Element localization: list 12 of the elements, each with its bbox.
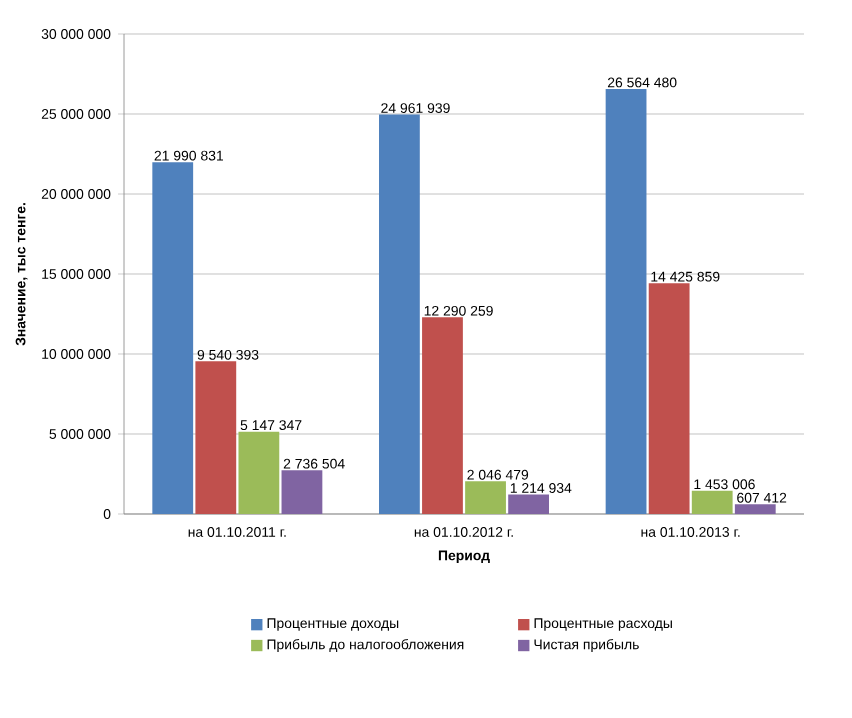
- bar: [734, 504, 776, 514]
- bar: [465, 481, 506, 514]
- bar: [648, 283, 690, 514]
- bar: [379, 114, 420, 514]
- bar: [281, 470, 323, 514]
- bar: [508, 494, 549, 514]
- bar: [195, 361, 237, 514]
- bar: [238, 431, 280, 514]
- bar: [422, 317, 463, 514]
- bar: [605, 88, 647, 514]
- bar: [691, 490, 733, 514]
- bar: [152, 162, 194, 514]
